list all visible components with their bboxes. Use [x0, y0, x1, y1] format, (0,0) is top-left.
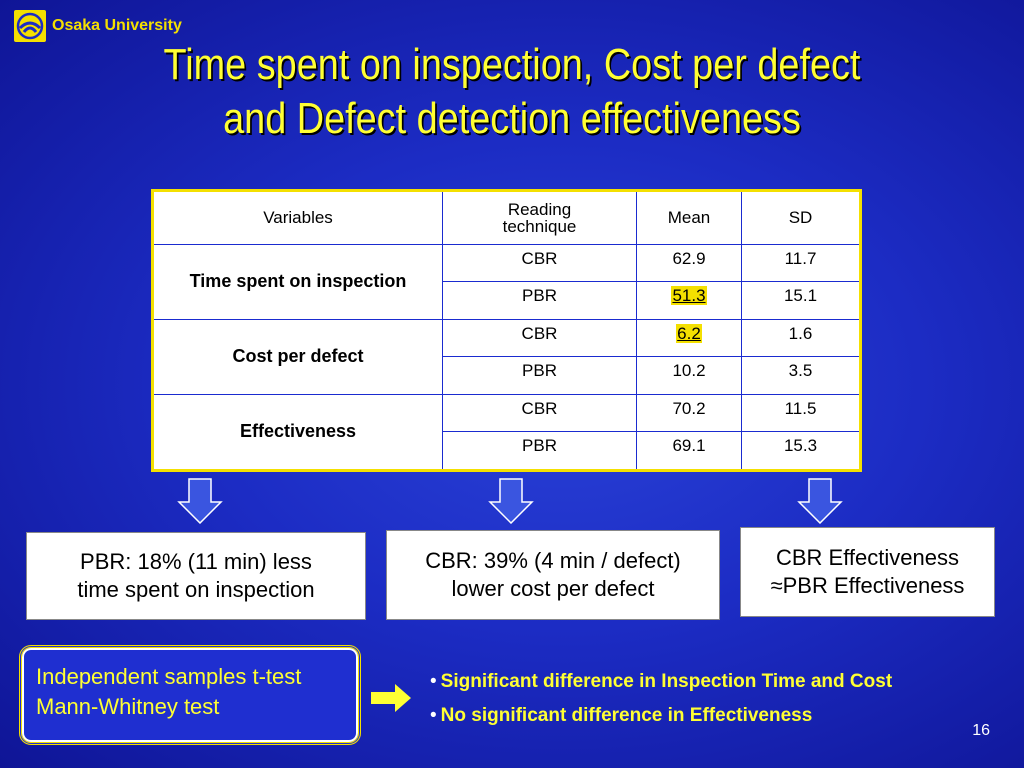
- technique-cell: CBR: [442, 243, 637, 283]
- table-row: PBR 10.2 3.5: [153, 356, 861, 395]
- bullet: •: [430, 705, 437, 726]
- technique-cell: PBR: [442, 431, 637, 471]
- mean-cell: 70.2: [636, 393, 742, 433]
- technique-cell: PBR: [442, 356, 637, 395]
- header-technique: Reading technique: [442, 190, 637, 245]
- finding-effectiveness-box: CBR Effectiveness ≈PBR Effectiveness: [740, 527, 995, 617]
- down-arrow-icon: [488, 478, 534, 524]
- variable-cell: Cost per defect: [152, 318, 443, 395]
- variable-cell: Time spent on inspection: [152, 244, 443, 320]
- statistical-tests-box: Independent samples t-test Mann-Whitney …: [19, 645, 361, 745]
- logo: Osaka University: [14, 10, 182, 42]
- table-row: Effectiveness CBR 70.2 11.5: [152, 393, 861, 472]
- header-mean: Mean: [636, 190, 742, 245]
- finding-cost-line-1: CBR: 39% (4 min / defect): [425, 548, 681, 573]
- down-arrow-icon: [797, 478, 843, 524]
- technique-cell: PBR: [442, 281, 637, 320]
- sd-cell: 3.5: [741, 356, 861, 395]
- highlighted-value: 6.2: [676, 323, 702, 343]
- page-number: 16: [972, 722, 990, 739]
- header-technique-text: Reading technique: [502, 200, 577, 236]
- test-line-1: Independent samples t-test: [36, 664, 302, 689]
- osaka-university-logo-icon: [14, 10, 46, 42]
- technique-cell: CBR: [442, 393, 637, 433]
- mean-cell: 6.2: [636, 318, 742, 358]
- logo-text: Osaka University: [52, 17, 182, 34]
- header-variables: Variables: [152, 190, 443, 245]
- mean-cell: 62.9: [636, 243, 742, 283]
- down-arrow-icon: [177, 478, 223, 524]
- finding-time-line-2: time spent on inspection: [77, 577, 315, 602]
- conclusion-text: Significant difference in Inspection Tim…: [440, 671, 893, 692]
- table-row: Cost per defect CBR 6.2 1.6: [152, 318, 861, 395]
- technique-cell: CBR: [442, 318, 637, 358]
- title-line-2: and Defect detection effectiveness: [223, 94, 801, 143]
- variable-cell: Effectiveness: [152, 393, 443, 472]
- mean-cell: 51.3: [636, 281, 742, 320]
- finding-time-box: PBR: 18% (11 min) less time spent on ins…: [26, 532, 366, 620]
- sd-cell: 1.6: [741, 318, 861, 358]
- mean-cell: 10.2: [636, 356, 742, 395]
- title-line-1: Time spent on inspection, Cost per defec…: [163, 40, 861, 89]
- conclusion-text: No significant difference in Effectivene…: [440, 705, 813, 726]
- right-arrow-icon: [371, 684, 411, 712]
- table-header-row: Variables Reading technique Mean SD: [152, 190, 861, 245]
- results-table: Variables Reading technique Mean SD Time…: [151, 189, 862, 472]
- sd-cell: 15.3: [741, 431, 861, 471]
- highlighted-value: 51.3: [671, 286, 707, 306]
- finding-cost-box: CBR: 39% (4 min / defect) lower cost per…: [386, 530, 720, 620]
- sd-cell: 11.7: [741, 243, 861, 283]
- conclusions-list: • Significant difference in Inspection Ti…: [430, 665, 892, 733]
- conclusion-item: • Significant difference in Inspection Ti…: [430, 665, 892, 699]
- sd-cell: 15.1: [741, 281, 861, 320]
- slide-title: Time spent on inspection, Cost per defec…: [72, 38, 953, 146]
- mean-cell: 69.1: [636, 431, 742, 471]
- finding-effectiveness-line-1: CBR Effectiveness: [775, 545, 959, 570]
- finding-cost-line-2: lower cost per defect: [451, 576, 655, 601]
- bullet: •: [430, 671, 437, 692]
- test-line-2: Mann-Whitney test: [36, 694, 220, 719]
- finding-effectiveness-line-2: ≈PBR Effectiveness: [770, 573, 965, 598]
- table-row: PBR 51.3 15.1: [153, 281, 861, 320]
- sd-cell: 11.5: [741, 393, 861, 433]
- header-sd: SD: [741, 190, 861, 245]
- table-row: Time spent on inspection CBR 62.9 11.7: [152, 243, 861, 320]
- conclusion-item: • No significant difference in Effectiven…: [430, 699, 892, 733]
- finding-time-line-1: PBR: 18% (11 min) less: [80, 549, 312, 574]
- table-row: PBR 69.1 15.3: [153, 431, 861, 471]
